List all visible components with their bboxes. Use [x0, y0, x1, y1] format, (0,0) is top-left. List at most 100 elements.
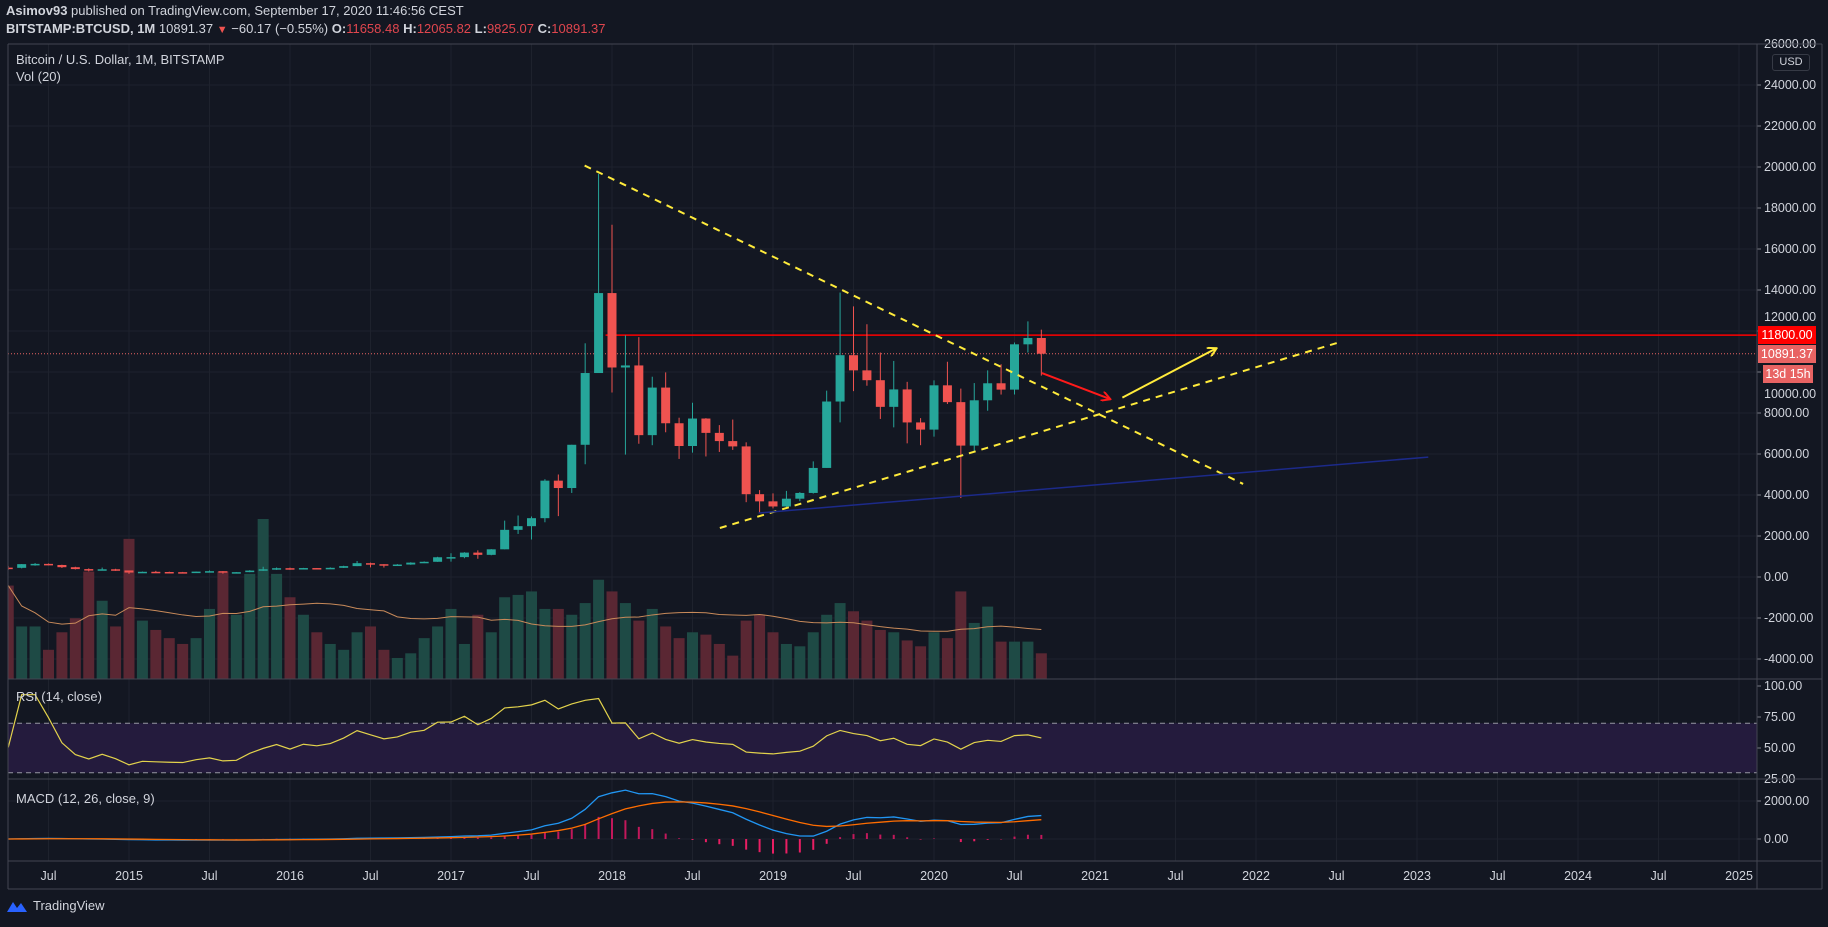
- volume-bar: [995, 641, 1007, 679]
- price-tick-label: -4000.00: [1764, 652, 1813, 666]
- volume-bar: [619, 603, 631, 679]
- open-value: 11658.48: [346, 21, 400, 36]
- price-tick-label: 14000.00: [1764, 283, 1816, 297]
- candle-body: [97, 569, 107, 571]
- volume-bar: [311, 632, 323, 679]
- trend-arrow: [1041, 372, 1110, 399]
- time-tick-label: 2015: [115, 869, 143, 883]
- volume-bar: [526, 591, 537, 679]
- candle-body: [433, 557, 443, 562]
- volume-bar: [499, 597, 511, 679]
- volume-bar: [874, 629, 886, 679]
- candle-body: [8, 567, 13, 570]
- candle-body: [795, 492, 805, 499]
- candle-body: [889, 389, 899, 407]
- candle-body: [781, 498, 791, 507]
- volume-bar: [351, 632, 363, 679]
- candle-body: [969, 400, 979, 446]
- volume-bar: [539, 608, 551, 679]
- price-tick-label: 24000.00: [1764, 78, 1816, 92]
- candle-body: [1023, 337, 1033, 345]
- currency-label[interactable]: USD: [1772, 54, 1810, 71]
- candle-body: [647, 387, 657, 436]
- volume-bar: [727, 655, 739, 679]
- high-value: 12065.82: [416, 21, 472, 36]
- close-value: 10891.37: [551, 21, 606, 36]
- volume-bar: [69, 618, 81, 679]
- candle-body: [258, 569, 268, 571]
- volume-bar: [901, 640, 913, 679]
- trend-arrow: [1121, 349, 1215, 399]
- rsi-tick-label: 100.00: [1764, 679, 1802, 693]
- candle-body: [902, 389, 912, 423]
- volume-bar: [593, 579, 605, 679]
- volume-bar: [579, 603, 591, 679]
- candle-body: [70, 567, 80, 570]
- candle-body: [124, 570, 134, 573]
- candle-body: [459, 552, 469, 558]
- candle-body: [835, 355, 845, 402]
- volume-bar: [83, 571, 95, 679]
- candle-body: [178, 572, 188, 574]
- candle-body: [714, 432, 724, 442]
- main-legend[interactable]: Bitcoin / U.S. Dollar, 1M, BITSTAMP: [16, 52, 225, 67]
- candle-body: [151, 571, 161, 574]
- volume-bar: [284, 597, 296, 679]
- last-price: 10891.37: [158, 21, 214, 36]
- candle-body: [352, 563, 362, 567]
- tradingview-logo[interactable]: TradingView: [6, 898, 105, 913]
- candle-body: [768, 501, 778, 507]
- time-tick-label: Jul: [1329, 869, 1345, 883]
- candle-body: [379, 564, 389, 566]
- volume-bar: [365, 626, 376, 679]
- candle-body: [875, 380, 885, 407]
- macd-legend[interactable]: MACD (12, 26, close, 9): [16, 791, 155, 806]
- brand-name: TradingView: [33, 898, 105, 913]
- volume-bar: [190, 638, 202, 679]
- candle-body: [164, 571, 174, 574]
- volume-bar: [177, 643, 189, 679]
- candle-body: [272, 568, 282, 570]
- volume-bar: [606, 591, 618, 679]
- volume-bar: [150, 629, 162, 679]
- rsi-legend[interactable]: RSI (14, close): [16, 689, 102, 704]
- candle-body: [701, 418, 711, 433]
- time-tick-label: Jul: [1490, 869, 1506, 883]
- open-label: O:: [331, 21, 347, 36]
- time-tick-label: Jul: [1007, 869, 1023, 883]
- price-tick-label: 2000.00: [1764, 529, 1809, 543]
- candle-body: [205, 571, 214, 573]
- volume-bar: [646, 608, 658, 679]
- candle-body: [17, 564, 27, 568]
- candle-body: [392, 564, 402, 567]
- volume-bar: [217, 571, 229, 679]
- volume-series: [8, 519, 1047, 679]
- symbol-info: BITSTAMP:BTCUSD, 1M 10891.37 ▼ −60.17 (−…: [6, 21, 606, 36]
- volume-bar: [16, 626, 28, 679]
- candle-body: [406, 562, 416, 565]
- dashed-trendline: [719, 340, 1342, 529]
- dashed-trendline: [584, 164, 1244, 485]
- price-change: −60.17 (−0.55%): [231, 21, 329, 36]
- price-tick-label: 8000.00: [1764, 406, 1809, 420]
- candle-body: [553, 480, 563, 489]
- candle-body: [231, 572, 241, 574]
- volume-legend[interactable]: Vol (20): [16, 69, 61, 84]
- volume-bar: [821, 614, 833, 679]
- candle-body: [620, 365, 630, 368]
- time-tick-label: 2024: [1564, 869, 1592, 883]
- candle-body: [728, 441, 738, 447]
- down-triangle-icon: ▼: [216, 24, 228, 36]
- candle-body: [191, 571, 201, 574]
- volume-bar: [244, 573, 256, 679]
- macd-signal-line: [8, 801, 1042, 841]
- candle-body: [540, 480, 550, 519]
- volume-bar: [552, 608, 564, 679]
- rsi-tick-label: 75.00: [1764, 710, 1795, 724]
- macd-tick-label: 0.00: [1764, 832, 1788, 846]
- candle-body: [594, 293, 604, 374]
- price-tick-label: 22000.00: [1764, 119, 1816, 133]
- volume-bar: [780, 643, 792, 679]
- author[interactable]: Asimov93: [6, 3, 68, 18]
